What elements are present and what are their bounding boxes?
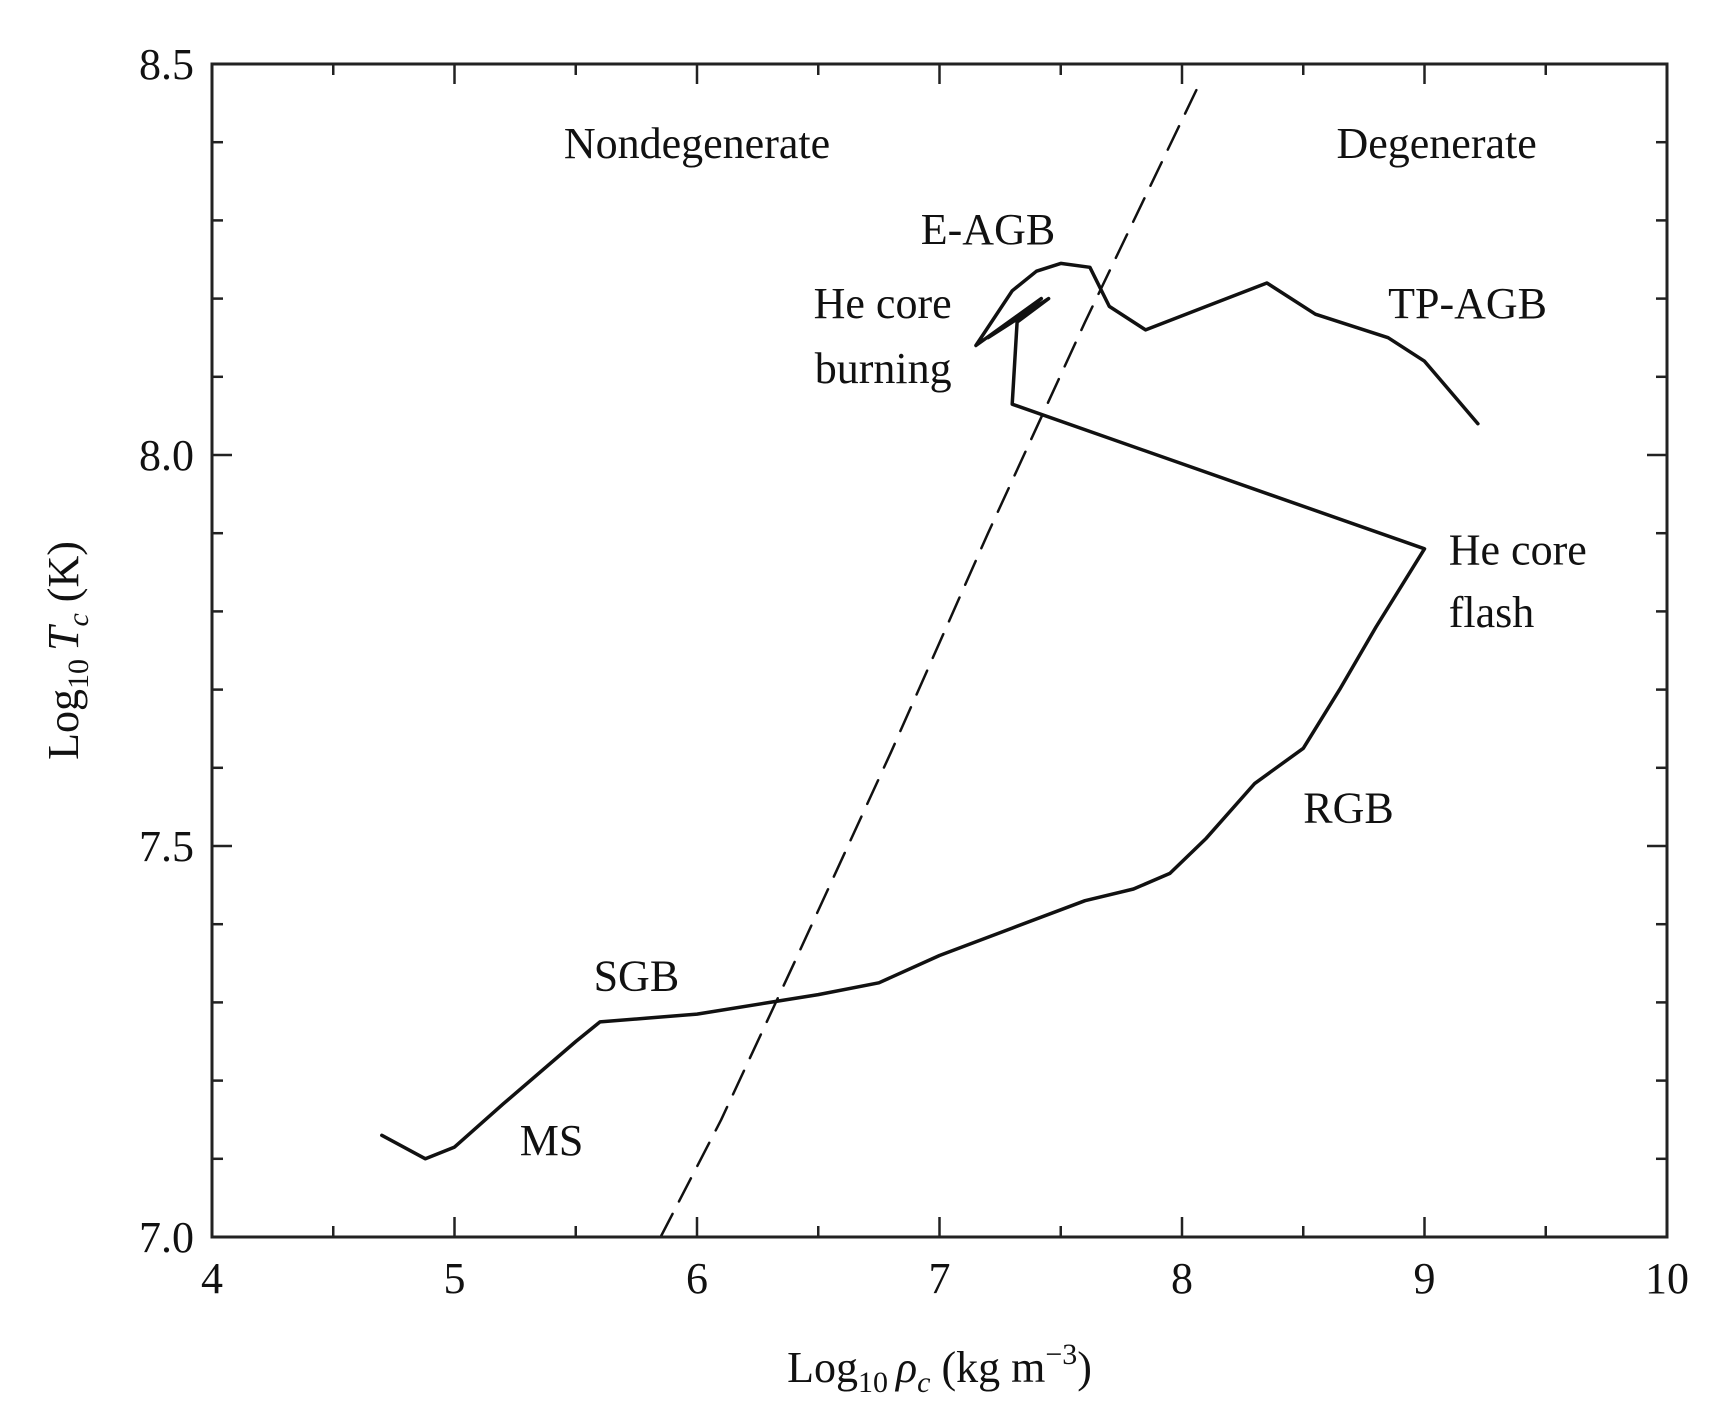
y-tick-label: 7.0 bbox=[139, 1213, 194, 1262]
x-axis-title: Log10 ρc (kg m−3) bbox=[787, 1338, 1092, 1399]
labels-layer: 4 5 6 7 8 9 10 7.0 7.5 8.0 8.5 Nondegenerate Degener… bbox=[139, 40, 1689, 1303]
annotation-label: RGB bbox=[1303, 784, 1393, 833]
y-tick-label: 7.5 bbox=[139, 822, 194, 871]
degeneracy-boundary-line bbox=[659, 78, 1203, 1239]
annotation-label: Degenerate bbox=[1336, 119, 1536, 168]
y-axis-title: Log10Tc (K) bbox=[39, 541, 95, 760]
annotation-label: He core bbox=[1449, 525, 1587, 574]
annotation-label: MS bbox=[520, 1116, 584, 1165]
x-tick-label: 5 bbox=[444, 1254, 466, 1303]
series-layer bbox=[380, 78, 1480, 1239]
annotation-label: burning bbox=[815, 344, 952, 393]
annotation-label: TP-AGB bbox=[1388, 279, 1547, 328]
x-tick-label: 9 bbox=[1414, 1254, 1436, 1303]
x-tick-label: 7 bbox=[929, 1254, 951, 1303]
x-tick-label: 10 bbox=[1645, 1254, 1689, 1303]
plot-frame bbox=[210, 62, 1669, 1239]
y-tick-label: 8.0 bbox=[139, 431, 194, 480]
annotation-label: He core bbox=[814, 279, 952, 328]
annotation-label: flash bbox=[1449, 588, 1535, 637]
x-tick-label: 4 bbox=[201, 1254, 223, 1303]
annotation-label: Nondegenerate bbox=[564, 119, 830, 168]
x-tick-label: 8 bbox=[1171, 1254, 1193, 1303]
y-tick-label: 8.5 bbox=[139, 40, 194, 89]
annotation-label: E-AGB bbox=[921, 205, 1055, 254]
annotation-label: SGB bbox=[594, 952, 680, 1001]
x-tick-label: 6 bbox=[686, 1254, 708, 1303]
evolution-track-line bbox=[380, 261, 1480, 1161]
